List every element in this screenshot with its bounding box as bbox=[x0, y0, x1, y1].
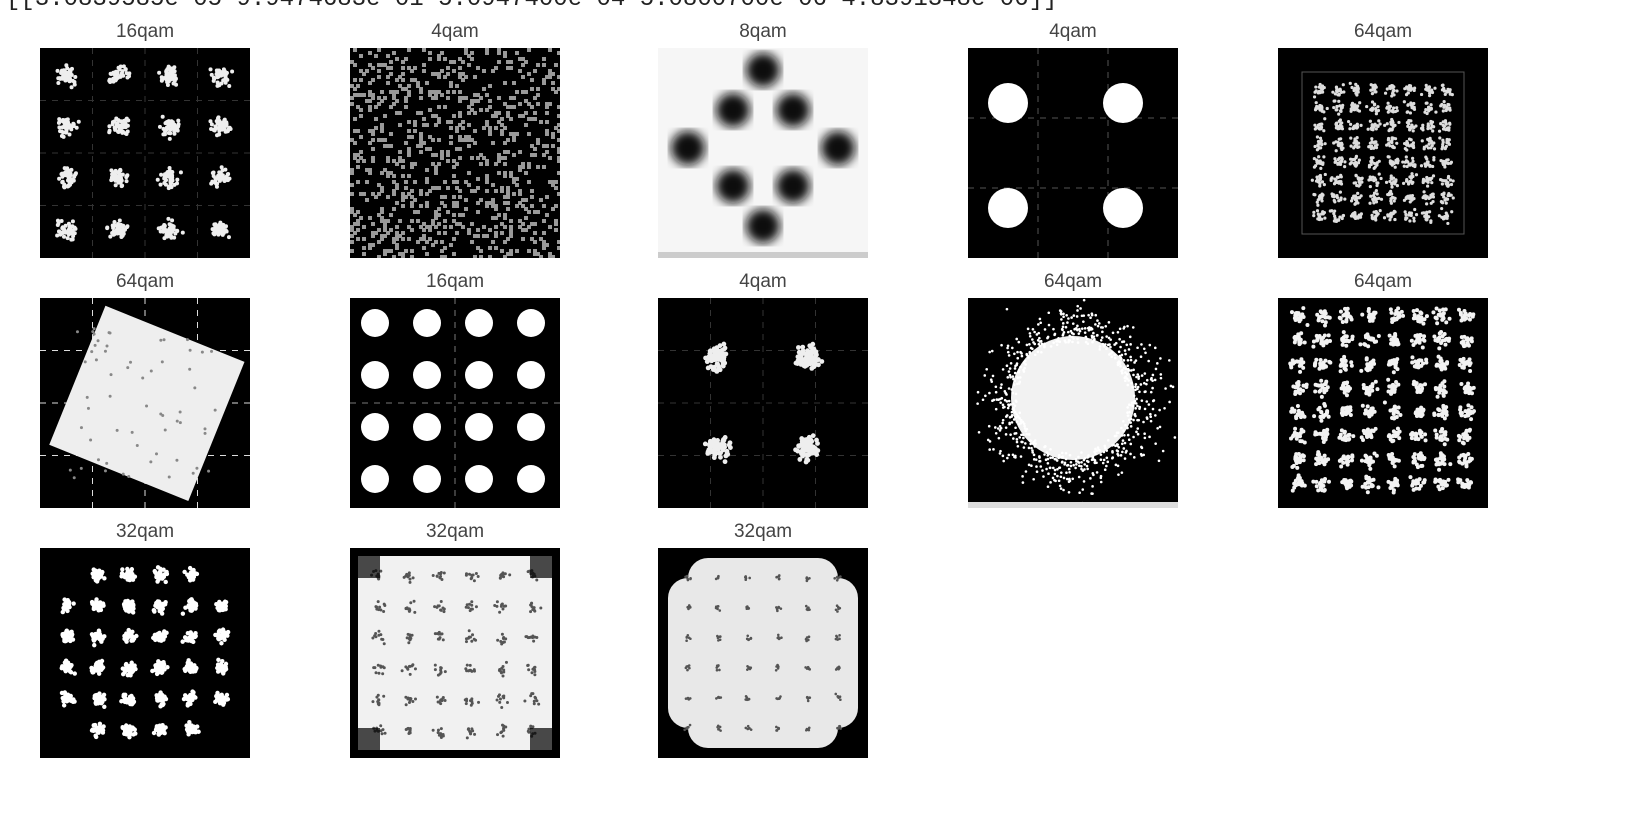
constellation-panel: 8qam bbox=[658, 20, 868, 258]
panel-title: 32qam bbox=[425, 521, 485, 542]
panel-title: 4qam bbox=[431, 21, 479, 42]
constellation-panel: 64qam bbox=[1278, 270, 1488, 508]
panel-title: 16qam bbox=[425, 271, 485, 292]
constellation-image bbox=[658, 298, 868, 508]
constellation-image bbox=[40, 298, 250, 508]
constellation-panel: 32qam bbox=[40, 520, 250, 758]
constellation-image bbox=[40, 48, 250, 258]
panel-title: 64qam bbox=[1353, 271, 1413, 292]
constellation-panel: 64qam bbox=[40, 270, 250, 508]
panel-title: 32qam bbox=[115, 521, 175, 542]
panel-title: 32qam bbox=[733, 521, 793, 542]
panel-title: 4qam bbox=[739, 271, 787, 292]
panel-title: 64qam bbox=[1043, 271, 1103, 292]
constellation-image bbox=[350, 298, 560, 508]
constellation-image bbox=[1278, 48, 1488, 258]
panel-title: 64qam bbox=[1353, 21, 1413, 42]
constellation-panel: 4qam bbox=[350, 20, 560, 258]
constellation-panel: 4qam bbox=[658, 270, 868, 508]
constellation-image bbox=[350, 548, 560, 758]
constellation-panel: 32qam bbox=[350, 520, 560, 758]
constellation-panel: 16qam bbox=[350, 270, 560, 508]
constellation-panel: 4qam bbox=[968, 20, 1178, 258]
constellation-image bbox=[658, 48, 868, 258]
output-array-text: [[3.0839585e-05 9.9474683e-01 5.0947400e… bbox=[6, 0, 1057, 13]
constellation-panel: 64qam bbox=[1278, 20, 1488, 258]
constellation-panel: 16qam bbox=[40, 20, 250, 258]
panel-title: 8qam bbox=[739, 21, 787, 42]
constellation-image bbox=[350, 48, 560, 258]
panel-title: 4qam bbox=[1049, 21, 1097, 42]
panel-title: 64qam bbox=[115, 271, 175, 292]
constellation-image bbox=[658, 548, 868, 758]
constellation-image bbox=[968, 298, 1178, 508]
constellation-panel: 32qam bbox=[658, 520, 868, 758]
constellation-image bbox=[968, 48, 1178, 258]
constellation-image bbox=[40, 548, 250, 758]
constellation-image bbox=[1278, 298, 1488, 508]
constellation-panel: 64qam bbox=[968, 270, 1178, 508]
panel-title: 16qam bbox=[115, 21, 175, 42]
